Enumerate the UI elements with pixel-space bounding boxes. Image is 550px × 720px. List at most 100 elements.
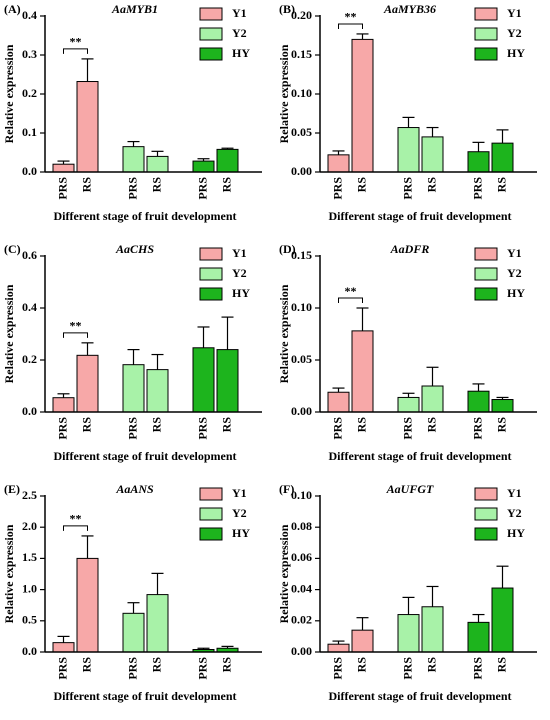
bar	[327, 391, 350, 413]
x-axis-label: Different stage of fruit development	[328, 689, 511, 703]
legend-label: HY	[507, 286, 525, 300]
legend-swatch	[474, 527, 498, 541]
x-axis-label: Different stage of fruit development	[328, 209, 511, 223]
legend-swatch	[199, 507, 223, 521]
x-tick-label: PRS	[330, 657, 344, 680]
bar	[52, 642, 75, 653]
bar	[421, 385, 444, 413]
bar	[122, 146, 145, 173]
significance-label: **	[70, 35, 82, 49]
x-tick-label: RS	[149, 657, 163, 673]
y-tick-label: 0.3	[22, 47, 37, 61]
legend-swatch	[199, 487, 223, 501]
legend-label: HY	[507, 46, 525, 60]
x-tick-label: RS	[494, 657, 508, 673]
x-tick-label: PRS	[195, 177, 209, 200]
significance-bracket	[63, 332, 88, 338]
y-tick-label: 0.00	[291, 404, 312, 418]
panel-label: (B)	[279, 2, 295, 16]
x-tick-label: PRS	[470, 657, 484, 680]
legend-swatch	[199, 27, 223, 41]
bar	[76, 557, 99, 653]
bar	[351, 38, 374, 173]
y-tick-label: 2.0	[22, 519, 37, 533]
bar	[192, 160, 215, 173]
legend-label: Y1	[507, 486, 522, 500]
y-tick-label: 0.00	[291, 164, 312, 178]
legend-label: Y2	[232, 506, 247, 520]
y-axis-label: Relative expression	[2, 524, 16, 623]
bar	[467, 621, 490, 653]
bar	[491, 142, 514, 173]
y-tick-label: 0.10	[291, 488, 312, 502]
x-tick-label: RS	[79, 177, 93, 193]
legend-swatch	[199, 7, 223, 21]
chart-title: AaMYB36	[383, 2, 436, 16]
x-tick-label: PRS	[400, 177, 414, 200]
y-tick-label: 0.15	[291, 248, 312, 262]
x-axis-label: Different stage of fruit development	[53, 209, 236, 223]
significance-label: **	[345, 10, 357, 24]
bar	[216, 148, 239, 173]
x-tick-label: RS	[354, 657, 368, 673]
legend-label: Y1	[232, 246, 247, 260]
x-tick-label: PRS	[400, 417, 414, 440]
legend-swatch	[474, 287, 498, 301]
y-tick-label: 2.5	[22, 488, 37, 502]
y-tick-label: 0.10	[291, 86, 312, 100]
x-tick-label: RS	[79, 657, 93, 673]
y-axis-label: Relative expression	[277, 284, 291, 383]
x-tick-label: RS	[149, 177, 163, 193]
x-tick-label: PRS	[400, 657, 414, 680]
y-tick-label: 1.5	[22, 550, 37, 564]
legend-label: Y2	[232, 266, 247, 280]
significance-bracket	[338, 297, 363, 303]
bar	[52, 397, 75, 413]
y-tick-label: 0.15	[291, 47, 312, 61]
panel-label: (C)	[4, 242, 21, 256]
y-tick-label: 0.10	[291, 300, 312, 314]
x-tick-label: RS	[219, 177, 233, 193]
bar	[467, 151, 490, 173]
bar	[122, 612, 145, 653]
legend-swatch	[474, 247, 498, 261]
bar	[52, 163, 75, 173]
bar	[327, 154, 350, 173]
x-tick-label: PRS	[125, 177, 139, 200]
x-axis-label: Different stage of fruit development	[328, 449, 511, 463]
legend-label: Y2	[507, 26, 522, 40]
bar	[146, 155, 169, 173]
legend-swatch	[474, 507, 498, 521]
legend-label: HY	[232, 286, 250, 300]
legend-label: Y1	[232, 6, 247, 20]
x-tick-label: PRS	[55, 177, 69, 200]
y-tick-label: 0.5	[22, 613, 37, 627]
legend-swatch	[474, 27, 498, 41]
legend-label: Y1	[507, 246, 522, 260]
x-tick-label: PRS	[470, 417, 484, 440]
chart-title: AaCHS	[115, 242, 154, 256]
y-tick-label: 0.6	[22, 248, 37, 262]
bar	[491, 587, 514, 653]
y-tick-label: 0.00	[291, 644, 312, 658]
y-tick-label: 0.0	[22, 644, 37, 658]
legend-swatch	[474, 7, 498, 21]
chart-title: AaMYB1	[111, 2, 158, 16]
y-tick-label: 0.4	[22, 300, 37, 314]
x-tick-label: PRS	[330, 417, 344, 440]
y-tick-label: 0.0	[22, 164, 37, 178]
x-tick-label: RS	[219, 417, 233, 433]
y-axis-label: Relative expression	[277, 44, 291, 143]
bar	[351, 629, 374, 653]
significance-bracket	[63, 525, 88, 531]
bar	[397, 396, 420, 413]
x-tick-label: RS	[149, 417, 163, 433]
x-tick-label: RS	[354, 417, 368, 433]
x-tick-label: PRS	[125, 657, 139, 680]
chart-title: AaANS	[115, 482, 154, 496]
x-tick-label: RS	[494, 177, 508, 193]
bar	[421, 606, 444, 653]
x-tick-label: PRS	[195, 417, 209, 440]
significance-label: **	[70, 512, 82, 526]
y-tick-label: 0.04	[291, 581, 312, 595]
